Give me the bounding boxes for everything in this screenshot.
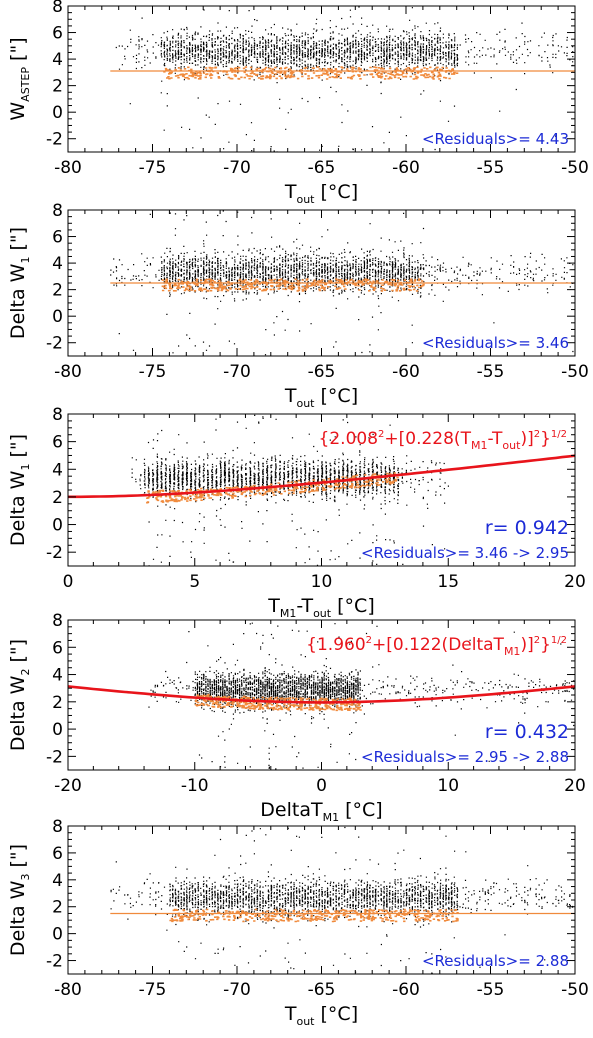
x-tick-label: -80 bbox=[54, 158, 82, 178]
y-tick-label: 8 bbox=[52, 405, 63, 425]
panel-2: -80 -75 -70 -65 -60 -55 -50 -2 0 2 4 6 8 Tout [°C] Del… bbox=[7, 201, 589, 410]
y-tick-label: 4 bbox=[52, 460, 63, 480]
x-tick-label: 20 bbox=[564, 776, 586, 796]
residuals-label: <Residuals>= 2.95 -> 2.88 bbox=[361, 748, 569, 766]
y-tick-label: -2 bbox=[46, 747, 63, 767]
y-tick-label: -2 bbox=[46, 543, 63, 563]
y-tick-label: 2 bbox=[52, 898, 63, 918]
y-tick-label: 0 bbox=[52, 925, 63, 945]
x-axis-label: TM1-Tout [°C] bbox=[267, 595, 374, 620]
y-tick-label: 0 bbox=[52, 103, 63, 123]
residuals-label: <Residuals>= 3.46 -> 2.95 bbox=[361, 544, 569, 562]
panel-1: -80 -75 -70 -65 -60 -55 -50 -2 0 2 4 6 8 Tout [°C] WAS… bbox=[7, 0, 589, 206]
y-tick-label: 4 bbox=[52, 666, 63, 686]
scatter-points bbox=[148, 622, 575, 770]
y-tick-label: -2 bbox=[46, 334, 63, 354]
x-axis-label: Tout [°C] bbox=[284, 385, 358, 410]
scatter-dots bbox=[131, 414, 449, 566]
y-tick-label: -2 bbox=[46, 952, 63, 972]
scatter-points bbox=[131, 414, 449, 566]
y-tick-label: 8 bbox=[52, 611, 63, 631]
orange-points bbox=[146, 472, 400, 504]
x-tick-label: -50 bbox=[561, 980, 589, 1000]
panel-5: -80 -75 -70 -65 -60 -55 -50 -2 0 2 4 6 8 Tout [°C] Del… bbox=[7, 817, 589, 1028]
x-axis-label: Tout [°C] bbox=[284, 181, 358, 206]
y-tick-label: -2 bbox=[46, 130, 63, 150]
x-tick-label: 10 bbox=[437, 776, 459, 796]
orange-points bbox=[163, 66, 459, 80]
y-tick-label: 0 bbox=[52, 516, 63, 536]
y-tick-label: 2 bbox=[52, 488, 63, 508]
x-tick-label: 20 bbox=[564, 572, 586, 592]
y-tick-label: 6 bbox=[52, 24, 63, 44]
y-tick-label: 8 bbox=[52, 201, 63, 221]
x-tick-label: -70 bbox=[223, 980, 251, 1000]
y-tick-label: 8 bbox=[52, 0, 63, 17]
y-axis-label: WASTEP ["] bbox=[7, 37, 32, 120]
residuals-label: <Residuals>= 4.43 bbox=[422, 130, 569, 148]
fit-formula: {1.9602+[0.122(DeltaTM1)]2}1/2 bbox=[306, 635, 567, 658]
orange-points bbox=[161, 278, 425, 292]
y-axis-label: Delta W2 ["] bbox=[7, 639, 32, 751]
x-tick-label: -65 bbox=[308, 980, 336, 1000]
x-tick-label: -55 bbox=[477, 980, 505, 1000]
y-tick-label: 0 bbox=[52, 307, 63, 327]
orange-points bbox=[169, 908, 459, 923]
scatter-points bbox=[115, 6, 575, 152]
x-tick-label: 10 bbox=[311, 572, 333, 592]
x-tick-label: -80 bbox=[54, 362, 82, 382]
x-tick-label: -50 bbox=[561, 362, 589, 382]
x-tick-label: -10 bbox=[181, 776, 209, 796]
y-axis-label: Delta W3 ["] bbox=[7, 844, 32, 956]
x-tick-label: -70 bbox=[223, 362, 251, 382]
y-tick-label: 2 bbox=[52, 693, 63, 713]
y-axis-label: Delta W1 ["] bbox=[7, 434, 32, 546]
y-tick-label: 6 bbox=[52, 844, 63, 864]
fit-formula: {2.0082+[0.228(TM1-Tout)]2}1/2 bbox=[319, 429, 567, 452]
x-tick-label: 0 bbox=[63, 572, 74, 592]
residuals-label: <Residuals>= 2.88 bbox=[422, 952, 569, 970]
y-axis-label: Delta W1 ["] bbox=[7, 227, 32, 339]
scatter-dots bbox=[148, 622, 575, 770]
y-tick-label: 4 bbox=[52, 254, 63, 274]
y-tick-label: 6 bbox=[52, 638, 63, 658]
residuals-label: <Residuals>= 3.46 bbox=[422, 334, 569, 352]
y-tick-label: 8 bbox=[52, 817, 63, 837]
fit-line bbox=[68, 454, 575, 499]
fit-line bbox=[68, 685, 575, 704]
x-tick-label: -75 bbox=[139, 158, 167, 178]
orange-points bbox=[194, 693, 362, 712]
y-tick-label: 4 bbox=[52, 871, 63, 891]
x-tick-label: 0 bbox=[316, 776, 327, 796]
correlation-label: r= 0.942 bbox=[485, 517, 569, 539]
y-tick-label: 4 bbox=[52, 50, 63, 70]
x-tick-label: 15 bbox=[437, 572, 459, 592]
correlation-label: r= 0.432 bbox=[485, 721, 569, 743]
x-tick-label: -50 bbox=[561, 158, 589, 178]
x-tick-label: -20 bbox=[54, 776, 82, 796]
x-tick-label: -75 bbox=[139, 980, 167, 1000]
x-tick-label: -60 bbox=[392, 362, 420, 382]
x-tick-label: -70 bbox=[223, 158, 251, 178]
y-tick-label: 6 bbox=[52, 228, 63, 248]
x-tick-label: -60 bbox=[392, 158, 420, 178]
y-tick-label: 2 bbox=[52, 77, 63, 97]
x-axis-label: DeltaTM1 [°C] bbox=[260, 799, 382, 824]
x-tick-label: -65 bbox=[308, 362, 336, 382]
x-tick-label: -55 bbox=[477, 362, 505, 382]
scatter-points bbox=[110, 826, 575, 974]
x-tick-label: -55 bbox=[477, 158, 505, 178]
x-tick-label: -65 bbox=[308, 158, 336, 178]
y-tick-label: 2 bbox=[52, 281, 63, 301]
y-tick-label: 6 bbox=[52, 433, 63, 453]
x-tick-label: -80 bbox=[54, 980, 82, 1000]
x-tick-label: -75 bbox=[139, 362, 167, 382]
x-axis-label: Tout [°C] bbox=[284, 1003, 358, 1028]
y-tick-label: 0 bbox=[52, 720, 63, 740]
x-tick-label: 5 bbox=[189, 572, 200, 592]
x-tick-label: -60 bbox=[392, 980, 420, 1000]
